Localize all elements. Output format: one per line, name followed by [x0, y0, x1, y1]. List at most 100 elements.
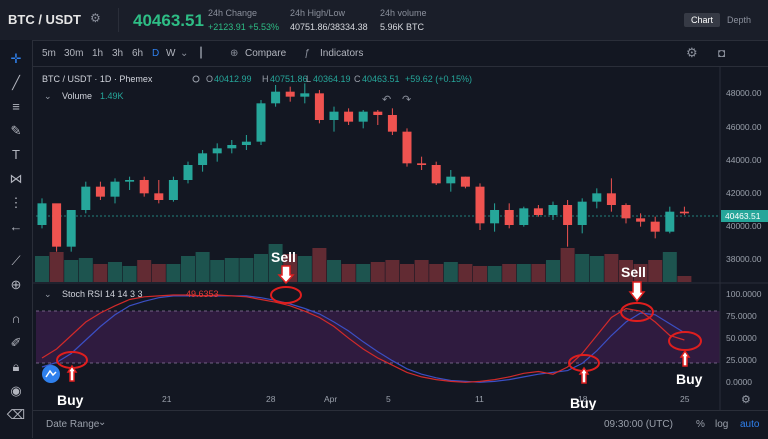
settings-icon[interactable]: ⚙: [90, 11, 101, 25]
close-label: C: [354, 74, 361, 84]
trash-icon[interactable]: ⌫: [6, 407, 26, 422]
utc-time[interactable]: 09:30:00 (UTC): [604, 419, 673, 430]
date-range-button[interactable]: Date Range: [46, 419, 100, 430]
ruler-icon[interactable]: ⟋: [11, 253, 21, 268]
trendline-icon[interactable]: ╱: [12, 75, 20, 90]
brush-icon[interactable]: ✎: [10, 123, 22, 138]
candle-body: [373, 111, 383, 115]
volume-bar: [385, 260, 400, 282]
auto-toggle[interactable]: auto: [740, 419, 760, 430]
chevron-down-icon[interactable]: ⌄: [180, 48, 189, 59]
buy-label: Buy: [57, 392, 84, 408]
camera-icon[interactable]: ◘: [718, 46, 726, 60]
candle-body: [139, 180, 149, 194]
annotation-arrows: [66, 265, 691, 384]
exchange-logo: [42, 365, 60, 383]
plus-circle-icon[interactable]: ⊕: [230, 48, 239, 59]
candle-body: [475, 186, 485, 224]
volume-bar: [181, 256, 195, 282]
volume-bar: [93, 264, 108, 282]
candle-body: [446, 176, 456, 184]
undo-icon[interactable]: ↶: [382, 94, 391, 106]
candle-body: [621, 205, 631, 219]
candle-body: [636, 218, 646, 222]
depth-tab[interactable]: Depth: [727, 15, 752, 25]
candle-body: [402, 131, 412, 164]
volume-bar: [356, 264, 371, 282]
candle-type-icon[interactable]: ┃: [198, 48, 205, 59]
chart-tab[interactable]: Chart: [684, 13, 721, 27]
volume-bar: [443, 262, 458, 282]
timeframe-5m[interactable]: 5m: [42, 48, 56, 59]
volume-bar: [195, 252, 210, 282]
timeframe-1h[interactable]: 1h: [92, 48, 104, 59]
timeframe-w[interactable]: W: [166, 48, 176, 59]
candle-body: [665, 211, 675, 232]
time-tick: 11: [475, 394, 484, 404]
divider: [118, 8, 119, 32]
candles: [37, 83, 689, 252]
down-arrow: [628, 281, 646, 303]
timeframe-d[interactable]: D: [152, 48, 160, 59]
collapse-icon[interactable]: ⌄: [44, 91, 52, 101]
indicators-button[interactable]: Indicators: [320, 48, 364, 59]
pair-selector[interactable]: BTC / USDT: [8, 12, 81, 27]
candle-body: [154, 193, 164, 200]
stoch-k-line: [41, 294, 685, 383]
arrow-left-icon[interactable]: ←: [9, 219, 23, 234]
eye-icon[interactable]: [192, 75, 200, 83]
candle-body: [431, 165, 441, 184]
candle-body: [95, 186, 105, 197]
volume-bar: [473, 266, 487, 282]
candle-body: [592, 193, 602, 202]
volume-bar: [254, 254, 268, 282]
pattern-icon[interactable]: ⋈: [9, 171, 23, 186]
candle-body: [227, 145, 237, 149]
change-value: +59.62 (+0.15%): [405, 74, 472, 84]
settings-icon[interactable]: ⚙: [741, 394, 751, 406]
text-icon[interactable]: T: [12, 147, 20, 162]
candle-body: [504, 210, 514, 225]
candle-body: [241, 141, 251, 145]
function-icon[interactable]: ƒ: [304, 48, 310, 59]
timeframe-30m[interactable]: 30m: [64, 48, 84, 59]
log-toggle[interactable]: log: [715, 419, 729, 430]
zoom-in-icon[interactable]: ⊕: [10, 277, 22, 292]
compare-button[interactable]: Compare: [245, 48, 287, 59]
timeframe-6h[interactable]: 6h: [132, 48, 144, 59]
stat-label: 24h volume: [380, 8, 427, 18]
logo-chart-icon: [45, 369, 57, 378]
projection-icon[interactable]: ⋮: [9, 195, 23, 210]
volume-label: Volume: [62, 91, 92, 101]
price-tick: 40000.00: [726, 221, 762, 231]
percent-toggle[interactable]: %: [696, 419, 705, 430]
chevron-down-icon[interactable]: ⌄: [98, 417, 107, 428]
annotation-labels: Sell Sell Buy Buy Buy: [57, 249, 703, 411]
candle-body: [417, 163, 427, 165]
up-arrow: [66, 364, 78, 382]
crosshair-icon[interactable]: ✛: [10, 51, 22, 66]
lock-icon[interactable]: 🔒︎: [12, 359, 20, 374]
eye-icon[interactable]: ◉: [10, 383, 22, 398]
low-label: L: [306, 74, 311, 84]
candle-body: [212, 148, 222, 154]
indicator-value: 49.6353: [186, 289, 219, 299]
volume-bar: [341, 264, 356, 282]
candle-body: [490, 210, 500, 224]
stat-24h-high-low: 24h High/Low 40751.86/38334.38: [290, 8, 368, 32]
volume-value: 1.49K: [100, 91, 124, 101]
magnet-icon[interactable]: ∩: [11, 311, 21, 326]
redo-icon[interactable]: ↷: [402, 94, 411, 106]
gear-icon[interactable]: ⚙: [686, 45, 698, 60]
close-value: 40463.51: [362, 74, 400, 84]
candle-body: [606, 193, 616, 205]
timeframe-3h[interactable]: 3h: [112, 48, 124, 59]
fib-icon[interactable]: ≡: [12, 99, 20, 114]
candle-body: [519, 208, 529, 225]
time-tick: 28: [266, 394, 276, 404]
collapse-icon[interactable]: ⌄: [44, 289, 52, 299]
pencil-lock-icon[interactable]: ✐: [10, 335, 22, 350]
candle-body: [37, 203, 47, 225]
candle-body: [300, 93, 310, 97]
